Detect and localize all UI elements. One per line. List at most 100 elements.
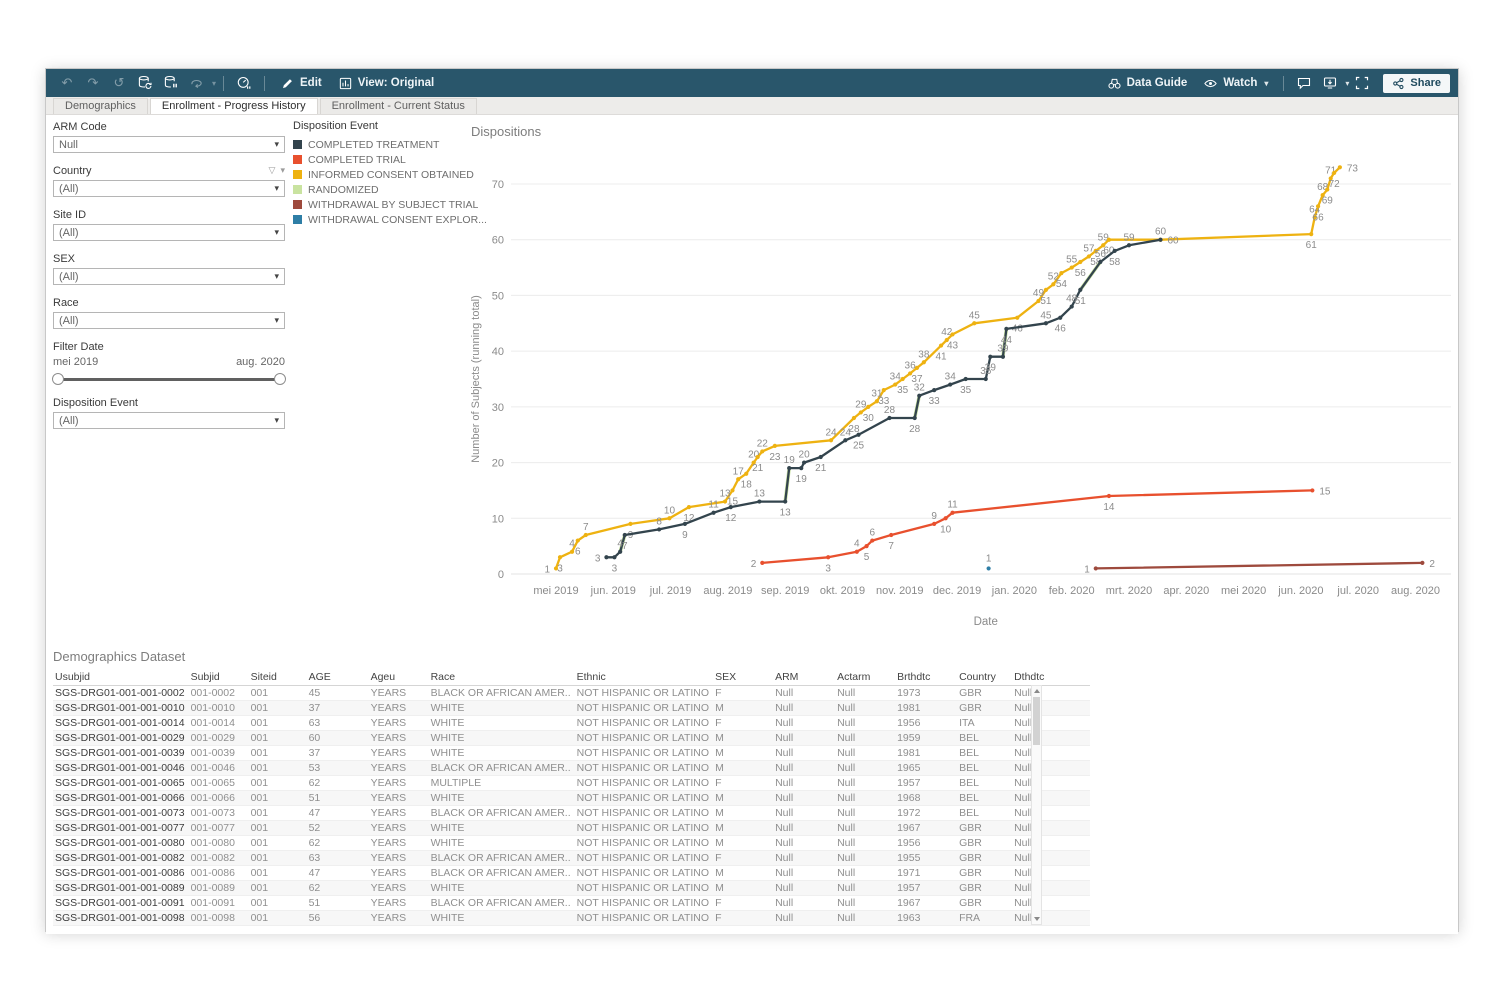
legend-item-withdrawal-by-subject-trial[interactable]: WITHDRAWAL BY SUBJECT TRIAL [293,197,478,212]
data-point[interactable] [1059,271,1064,276]
data-point[interactable] [1093,248,1098,253]
data-point[interactable] [826,555,831,560]
data-point[interactable] [1420,560,1425,565]
data-point[interactable] [604,555,609,560]
table-row[interactable]: SGS-DRG01-001-001-0098 001-0098 001 56 YEARS… [53,910,1091,926]
data-point[interactable] [1126,243,1132,248]
legend-item-withdrawal-consent-explor[interactable]: WITHDRAWAL CONSENT EXPLOR... [293,212,487,227]
legend-item-randomized[interactable]: RANDOMIZED [293,182,469,197]
data-point[interactable] [1000,354,1006,359]
column-header-usubjid[interactable]: Usubjid [53,670,189,686]
metrics-gauge-icon[interactable] [231,71,257,95]
data-point[interactable] [963,376,968,382]
data-point[interactable] [944,337,949,343]
table-row[interactable]: SGS-DRG01-001-001-0065 001-0065 001 62 YEARS… [53,775,1091,791]
data-point[interactable] [667,516,672,521]
tab-enrollment-progress-history[interactable]: Enrollment - Progress History [149,98,318,114]
data-point[interactable] [730,488,735,493]
column-header-country[interactable]: Country [957,670,1013,686]
table-row[interactable]: SGS-DRG01-001-001-0082 001-0082 001 63 YEARS… [53,850,1091,866]
filter-select-race[interactable]: (All) ▾ [53,312,285,329]
data-point[interactable] [1004,326,1009,331]
data-point[interactable] [948,382,953,387]
data-point[interactable] [843,438,848,443]
data-point[interactable] [889,532,894,538]
refresh-data-icon[interactable] [132,71,158,95]
table-row[interactable]: SGS-DRG01-001-001-0086 001-0086 001 47 YEARS… [53,865,1091,881]
table-row[interactable]: SGS-DRG01-001-001-0091 001-0091 001 51 YEARS… [53,895,1091,911]
table-row[interactable]: SGS-DRG01-001-001-0046 001-0046 001 53 YEARS… [53,760,1091,776]
data-point[interactable] [1043,321,1049,326]
filter-select-arm-code[interactable]: Null ▾ [53,136,285,153]
data-point[interactable] [828,438,834,443]
data-point[interactable] [912,415,917,421]
series-withdrawal-consent-explor[interactable]: 1 [986,553,992,571]
data-point[interactable] [728,505,733,510]
data-point[interactable] [557,555,563,560]
column-header-siteid[interactable]: Siteid [248,670,307,686]
table-row[interactable]: SGS-DRG01-001-001-0066 001-0066 001 51 YEARS… [53,790,1091,806]
column-header-arm[interactable]: ARM [773,670,836,686]
data-point[interactable] [760,560,765,565]
data-point[interactable] [1320,193,1325,198]
refresh-loop-icon[interactable] [184,71,210,95]
data-point[interactable] [858,410,863,415]
column-header-actarm[interactable]: Actarm [835,670,896,686]
series-line[interactable] [761,489,1314,565]
data-point[interactable] [1098,259,1103,265]
data-point[interactable] [1309,232,1314,237]
data-point[interactable] [755,454,760,460]
data-point[interactable] [657,527,662,532]
data-point[interactable] [802,460,807,465]
data-point[interactable] [682,521,688,526]
data-point[interactable] [772,443,777,448]
data-point[interactable] [950,510,955,515]
table-row[interactable]: SGS-DRG01-001-001-0039 001-0039 001 37 YEARS… [53,745,1091,761]
data-point[interactable] [893,382,898,387]
data-point[interactable] [972,321,977,326]
chart-canvas[interactable]: 0 10 20 30 40 50 60 70 mei 2019 jun. 2019 jul. 201… [466,117,1460,677]
data-point[interactable] [938,343,944,348]
table-row[interactable]: SGS-DRG01-001-001-0029 001-0029 001 60 YEARS… [53,730,1091,746]
data-point[interactable] [1328,176,1333,181]
data-point[interactable] [874,399,879,404]
data-point[interactable] [1337,165,1342,170]
data-point[interactable] [622,532,627,538]
table-row[interactable]: SGS-DRG01-001-001-0077 001-0077 001 52 YEARS… [53,820,1091,836]
column-header-age[interactable]: AGE [306,670,369,686]
edit-button[interactable]: Edit [272,76,330,91]
series-withdrawal-by-subject-trial[interactable]: 12 [1084,559,1435,576]
tab-demographics[interactable]: Demographics [53,98,148,114]
column-header-race[interactable]: Race [428,670,575,686]
data-point[interactable] [612,555,617,560]
data-point[interactable] [917,393,922,398]
data-point[interactable] [583,532,588,538]
data-point[interactable] [887,415,892,421]
series-line[interactable] [605,238,1162,559]
data-point[interactable] [1051,282,1056,287]
comments-icon[interactable] [1291,71,1317,95]
data-point[interactable] [575,538,580,543]
data-point[interactable] [1112,248,1117,253]
series-completed-treatment[interactable]: 334 7891112131319192021242528283233343535… [595,232,1179,574]
data-point[interactable] [983,376,988,382]
data-point[interactable] [1315,204,1321,209]
data-point[interactable] [1078,287,1083,292]
column-header-dthdtc[interactable]: Dthdtc [1012,670,1091,686]
data-point[interactable] [1036,298,1041,304]
data-point[interactable] [1069,304,1074,309]
data-point[interactable] [736,477,741,482]
data-point[interactable] [818,454,823,460]
data-point[interactable] [932,521,937,526]
data-point[interactable] [866,404,871,409]
data-point[interactable] [932,388,937,393]
column-header-ethnic[interactable]: Ethnic [574,670,714,686]
data-point[interactable] [787,466,792,471]
data-point[interactable] [1106,237,1112,242]
fullscreen-icon[interactable] [1349,71,1375,95]
redo-icon[interactable]: ↷ [87,75,99,91]
data-point[interactable] [854,549,859,554]
scroll-up-icon[interactable] [1032,686,1041,696]
column-header-ageu[interactable]: Ageu [368,670,429,686]
